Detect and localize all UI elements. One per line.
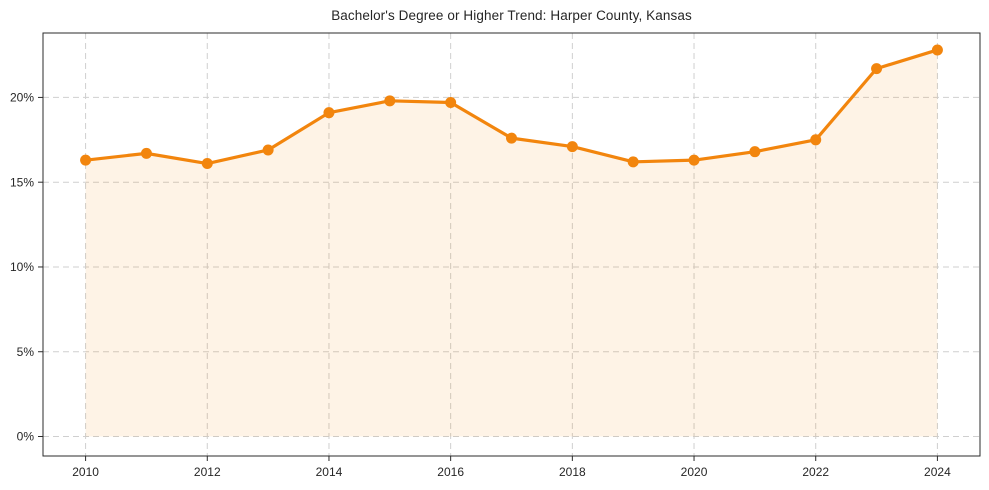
data-point-2016 — [445, 97, 457, 109]
y-tick-label: 10% — [10, 260, 34, 274]
x-tick-label: 2010 — [72, 465, 99, 479]
x-tick-label: 2022 — [802, 465, 829, 479]
data-point-2017 — [506, 132, 517, 144]
data-point-2022 — [810, 134, 822, 146]
x-tick-label: 2016 — [437, 465, 464, 479]
x-tick-label: 2014 — [316, 465, 343, 479]
y-tick-label: 15% — [10, 175, 34, 189]
plot-border — [42, 32, 981, 457]
data-point-2019 — [627, 156, 639, 168]
y-tick-label: 20% — [10, 91, 34, 105]
data-point-2010 — [80, 154, 92, 166]
data-point-2013 — [262, 144, 274, 156]
y-tick-label: 0% — [17, 430, 35, 444]
data-point-2018 — [566, 141, 578, 153]
chart-title: Bachelor's Degree or Higher Trend: Harpe… — [331, 8, 692, 23]
data-point-2024 — [931, 44, 943, 56]
data-point-2011 — [140, 147, 152, 159]
x-tick-label: 2012 — [194, 465, 221, 479]
data-point-2012 — [201, 158, 213, 170]
data-point-2020 — [688, 154, 700, 166]
area-fill — [85, 49, 938, 437]
x-tick-label: 2020 — [681, 465, 708, 479]
y-tick-label: 5% — [17, 345, 35, 359]
x-tick-label: 2018 — [559, 465, 586, 479]
data-point-2023 — [871, 63, 883, 75]
data-point-2015 — [384, 95, 396, 107]
data-point-2014 — [323, 107, 335, 119]
x-tick-label: 2024 — [924, 465, 951, 479]
data-point-2021 — [749, 146, 761, 158]
